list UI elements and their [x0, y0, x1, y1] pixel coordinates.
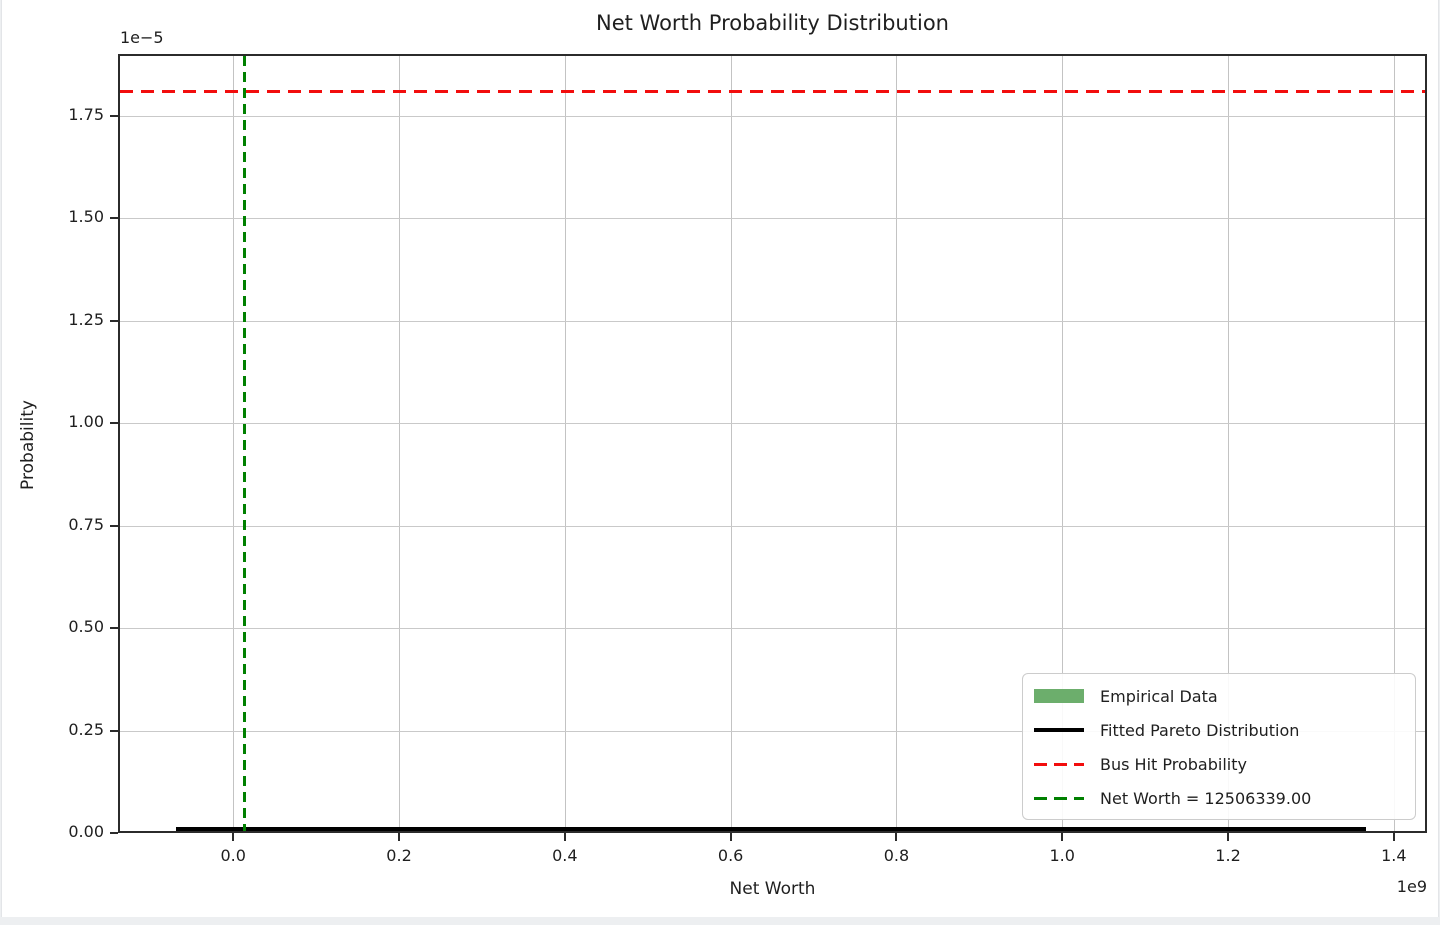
x-tick-label-0.0: 0.0	[220, 846, 246, 865]
gridline-y-0.50	[120, 628, 1425, 629]
gridline-y-1.75	[120, 115, 1425, 117]
gridline-x-1.4	[1393, 56, 1395, 831]
legend-swatch-box-0	[1034, 689, 1084, 703]
gridline-x-0.4	[564, 56, 566, 831]
gridline-y-1.25	[120, 320, 1425, 322]
chart-title: Net Worth Probability Distribution	[596, 11, 949, 35]
x-tick-0.8	[895, 833, 898, 841]
legend-label-3: Net Worth = 12506339.00	[1100, 788, 1312, 808]
y-tick-1.75	[110, 114, 118, 117]
x-tick-label-0.4: 0.4	[552, 846, 578, 865]
legend-swatch-box-2	[1034, 762, 1084, 766]
legend-dash-swatch	[1034, 796, 1084, 800]
legend-row-0: Empirical Data	[1034, 679, 1405, 713]
series-fitted-pareto	[176, 827, 1366, 831]
y-tick-1.50	[110, 217, 118, 219]
y-tick-1.00	[110, 422, 118, 424]
gridline-x-1.0	[1062, 56, 1064, 831]
x-tick-1.4	[1392, 833, 1395, 841]
x-tick-label-0.2: 0.2	[386, 846, 412, 865]
legend: Empirical Data Fitted Pareto Distribution…	[1022, 673, 1416, 820]
x-tick-1.2	[1227, 833, 1230, 841]
gridline-x-0.6	[730, 56, 732, 831]
legend-line-swatch	[1034, 728, 1084, 732]
x-tick-label-0.6: 0.6	[717, 846, 744, 865]
series-bus-hit	[120, 89, 1425, 93]
x-tick-label-1.0: 1.0	[1049, 846, 1075, 865]
legend-row-3: Net Worth = 12506339.00	[1034, 781, 1405, 815]
y-tick-label-1.50: 1.50	[68, 207, 104, 226]
y-tick-0.25	[110, 729, 118, 732]
x-tick-0.6	[729, 833, 732, 841]
gridline-x-0.8	[896, 56, 898, 831]
legend-swatch-box-1	[1034, 728, 1084, 732]
legend-label-0: Empirical Data	[1100, 686, 1218, 706]
x-axis-label: Net Worth	[729, 879, 816, 899]
x-tick-label-1.4: 1.4	[1381, 846, 1407, 865]
y-tick-label-0.00: 0.00	[68, 822, 104, 841]
legend-swatch-box-3	[1034, 796, 1084, 800]
x-tick-label-1.2: 1.2	[1215, 846, 1241, 865]
y-tick-label-0.50: 0.50	[68, 617, 104, 636]
gridline-x-1.2	[1228, 56, 1230, 831]
y-tick-label-1.75: 1.75	[68, 104, 104, 124]
gridline-y-1.00	[120, 423, 1425, 424]
gridline-x-0.0	[233, 56, 235, 831]
legend-row-2: Bus Hit Probability	[1034, 747, 1405, 781]
y-tick-label-1.25: 1.25	[68, 309, 104, 329]
legend-dash-swatch	[1034, 762, 1084, 766]
y-tick-1.25	[110, 319, 118, 322]
x-tick-0.0	[232, 833, 235, 841]
x-tick-0.2	[398, 833, 401, 841]
y-tick-label-0.75: 0.75	[68, 514, 104, 534]
gridline-y-1.50	[120, 218, 1425, 219]
legend-row-1: Fitted Pareto Distribution	[1034, 713, 1405, 747]
legend-label-2: Bus Hit Probability	[1100, 754, 1247, 774]
y-axis-offset-label: 1e−5	[120, 28, 164, 47]
x-tick-0.4	[563, 833, 566, 841]
x-tick-label-0.8: 0.8	[883, 846, 910, 865]
x-axis-offset-label: 1e9	[1396, 877, 1427, 896]
gridline-y-0.25	[120, 730, 1425, 732]
y-tick-0.00	[110, 832, 118, 834]
gridline-y-0.75	[120, 525, 1425, 527]
y-axis-label: Probability	[18, 400, 38, 490]
legend-patch-swatch	[1034, 689, 1084, 703]
y-tick-label-1.00: 1.00	[68, 412, 104, 431]
y-tick-0.75	[110, 524, 118, 527]
x-tick-1.0	[1061, 833, 1064, 841]
gridline-x-0.2	[399, 56, 401, 831]
series-net-worth	[242, 56, 246, 831]
y-tick-label-0.25: 0.25	[68, 719, 104, 739]
legend-label-1: Fitted Pareto Distribution	[1100, 720, 1300, 740]
y-tick-0.50	[110, 627, 118, 629]
